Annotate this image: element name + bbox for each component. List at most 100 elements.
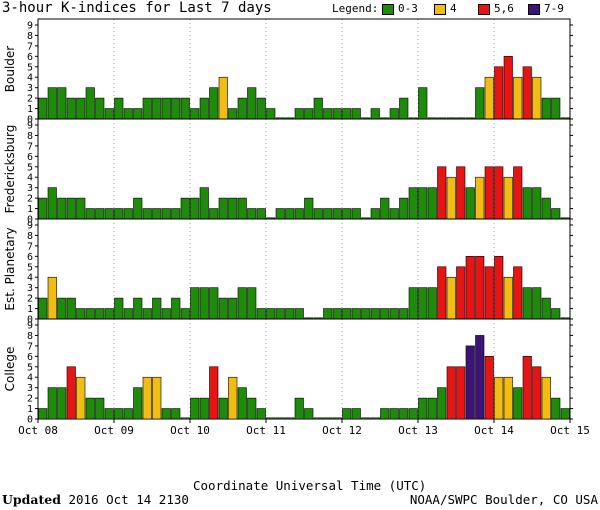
kp-bar — [437, 387, 447, 420]
kp-bar — [408, 287, 418, 320]
kp-bar — [209, 287, 219, 320]
panel-label-3: Est. Planetary — [3, 227, 17, 310]
kp-bar — [142, 97, 152, 120]
kp-bar — [266, 108, 276, 120]
kp-bar — [57, 387, 67, 420]
kp-bar — [513, 76, 523, 120]
kp-bar — [294, 108, 304, 120]
kp-bar — [152, 97, 162, 120]
kp-bar — [541, 297, 551, 320]
kp-bar — [513, 266, 523, 320]
kp-bar — [199, 287, 209, 320]
legend-label-3: 5,6 — [494, 2, 514, 15]
kp-bar — [456, 366, 466, 420]
kp-bar — [503, 56, 513, 120]
kp-bar — [313, 97, 323, 120]
y-tick-label: 8 — [27, 131, 33, 142]
kp-bar — [76, 308, 86, 320]
kp-bar — [332, 308, 342, 320]
kp-bar — [294, 208, 304, 220]
y-tick-label: 3 — [27, 383, 33, 394]
y-tick-label: 2 — [27, 394, 33, 405]
legend-swatch-1 — [382, 4, 394, 15]
kp-bar — [180, 417, 190, 420]
kp-bar — [418, 87, 428, 120]
kp-bar — [503, 176, 513, 220]
kp-bar — [513, 387, 523, 420]
kp-bar — [161, 308, 171, 320]
kp-bar — [161, 208, 171, 220]
x-tick-label: Oct 15 — [550, 424, 590, 437]
kp-bar — [171, 297, 181, 320]
kp-bar — [323, 208, 333, 220]
kp-bar — [190, 287, 200, 320]
kp-bar — [522, 66, 532, 120]
kp-bar — [342, 108, 352, 120]
kp-bar — [133, 297, 143, 320]
kp-bar — [465, 256, 475, 320]
y-tick-label: 5 — [27, 62, 33, 73]
kp-bar — [95, 308, 105, 320]
legend-label-1: 0-3 — [398, 2, 418, 15]
kp-bar — [475, 176, 485, 220]
kp-bar — [171, 97, 181, 120]
y-tick-label: 1 — [27, 204, 33, 215]
y-tick-label: 6 — [27, 52, 33, 63]
kp-bar — [494, 66, 504, 120]
kp-bar — [133, 387, 143, 420]
kp-bar — [551, 397, 561, 420]
y-tick-label: 3 — [27, 283, 33, 294]
x-tick-label: Oct 09 — [94, 424, 134, 437]
kp-bar — [475, 87, 485, 120]
y-tick-label: 7 — [27, 341, 33, 352]
y-tick-label: 9 — [27, 121, 33, 132]
panel-label-4: College — [3, 347, 17, 392]
x-tick-label: Oct 11 — [246, 424, 286, 437]
kp-bar — [399, 408, 409, 420]
kp-bar — [123, 208, 133, 220]
kp-bar — [370, 417, 380, 420]
kp-bar — [323, 108, 333, 120]
kp-bar — [85, 308, 95, 320]
kp-bar — [38, 408, 48, 420]
kp-bar — [237, 197, 247, 220]
kp-bar — [237, 287, 247, 320]
kp-bar — [66, 366, 76, 420]
y-tick-label: 1 — [27, 104, 33, 115]
kp-bar — [532, 366, 542, 420]
kp-bar — [114, 408, 124, 420]
kp-bar — [503, 376, 513, 420]
kp-bar — [465, 187, 475, 220]
kp-bar — [104, 108, 114, 120]
kp-bar — [66, 197, 76, 220]
kp-bar — [323, 417, 333, 420]
kp-bar — [370, 208, 380, 220]
kp-bar — [418, 187, 428, 220]
kp-bar — [332, 417, 342, 420]
kp-bar — [104, 408, 114, 420]
kp-bar — [228, 376, 238, 420]
kp-bar — [437, 266, 447, 320]
kp-bar — [380, 408, 390, 420]
kp-bar — [427, 287, 437, 320]
y-tick-label: 0 — [27, 415, 33, 426]
kp-bar — [247, 87, 257, 120]
kp-bar — [342, 408, 352, 420]
kp-bar — [304, 197, 314, 220]
kp-bar — [351, 308, 361, 320]
x-axis-title: Coordinate Universal Time (UTC) — [193, 478, 427, 493]
kp-bar — [456, 166, 466, 220]
kp-bar — [47, 387, 57, 420]
kp-bar — [399, 308, 409, 320]
kp-bar — [418, 287, 428, 320]
kp-bar — [218, 197, 228, 220]
y-tick-label: 5 — [27, 262, 33, 273]
x-tick-label: Oct 13 — [398, 424, 438, 437]
y-tick-label: 0 — [27, 315, 33, 326]
kp-bar — [361, 308, 371, 320]
kp-bar — [446, 176, 456, 220]
y-tick-label: 7 — [27, 141, 33, 152]
kp-bar — [247, 287, 257, 320]
kp-bar — [532, 76, 542, 120]
